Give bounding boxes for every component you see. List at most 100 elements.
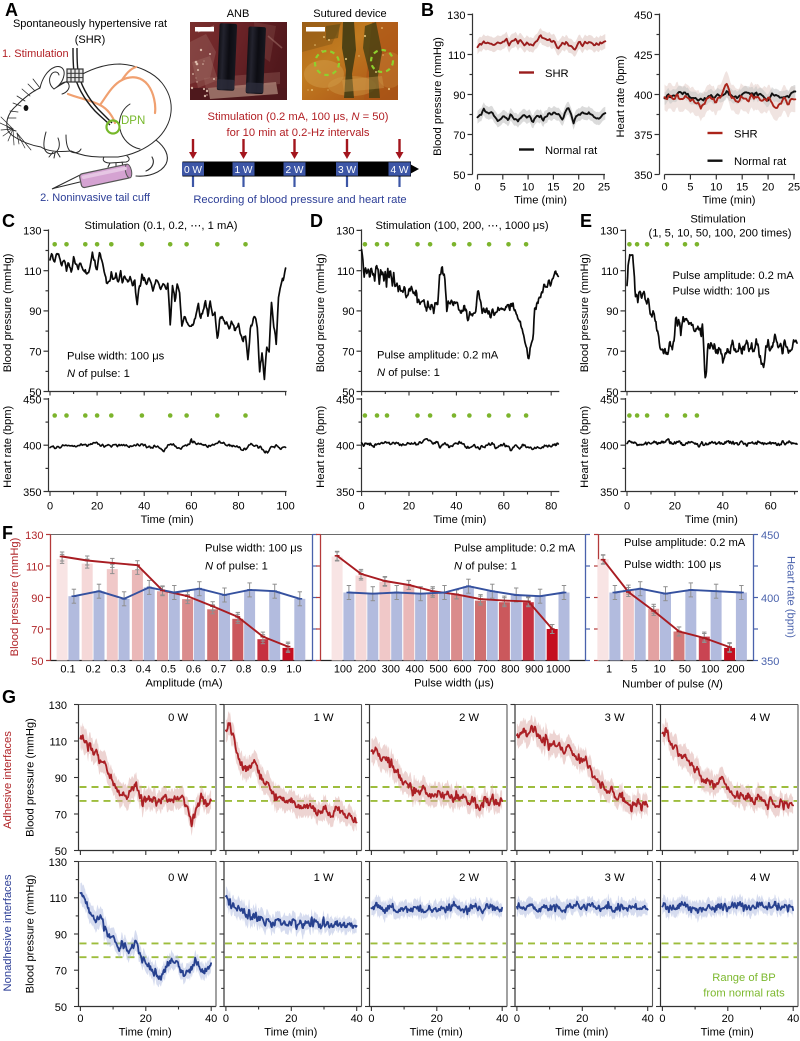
svg-text:0.7: 0.7 <box>211 664 226 676</box>
svg-text:5: 5 <box>687 182 693 194</box>
svg-text:1000: 1000 <box>546 664 570 676</box>
svg-text:40: 40 <box>496 1013 508 1025</box>
svg-text:3 W: 3 W <box>338 165 356 176</box>
svg-text:425: 425 <box>634 50 652 62</box>
svg-text:Time (min): Time (min) <box>119 1027 172 1039</box>
svg-text:100: 100 <box>334 664 352 676</box>
svg-text:0: 0 <box>359 501 365 513</box>
svg-text:Pulse width: 100 μs: Pulse width: 100 μs <box>205 543 303 555</box>
svg-text:90: 90 <box>453 90 465 102</box>
svg-text:350: 350 <box>761 656 779 668</box>
svg-text:Blood pressure (mmHg): Blood pressure (mmHg) <box>25 874 37 993</box>
svg-text:350: 350 <box>634 170 652 182</box>
svg-text:Pulse width: 100 μs: Pulse width: 100 μs <box>673 286 771 298</box>
svg-text:0: 0 <box>368 1013 374 1025</box>
svg-text:DPN: DPN <box>121 115 145 127</box>
svg-text:Recording of blood pressure an: Recording of blood pressure and heart ra… <box>193 194 406 206</box>
svg-text:20: 20 <box>140 1013 152 1025</box>
svg-text:Blood pressure (mmHg): Blood pressure (mmHg) <box>25 718 37 837</box>
svg-text:400: 400 <box>761 593 779 605</box>
svg-text:450: 450 <box>336 394 354 406</box>
svg-text:Range of BP: Range of BP <box>712 972 775 984</box>
svg-text:ANB: ANB <box>227 8 250 20</box>
svg-text:130: 130 <box>49 700 67 712</box>
svg-text:(SHR): (SHR) <box>75 34 106 46</box>
svg-text:Pulse amplitude: 0.2 mA: Pulse amplitude: 0.2 mA <box>377 350 499 362</box>
svg-text:50: 50 <box>29 387 41 399</box>
svg-text:90: 90 <box>606 306 618 318</box>
svg-text:800: 800 <box>501 664 519 676</box>
svg-text:350: 350 <box>23 487 41 499</box>
svg-text:130: 130 <box>336 226 354 238</box>
svg-text:1. Stimulation: 1. Stimulation <box>2 48 69 60</box>
svg-text:(1, 5, 10, 50, 100, 200 times): (1, 5, 10, 50, 100, 200 times) <box>648 228 791 240</box>
svg-text:50: 50 <box>679 664 691 676</box>
svg-text:50: 50 <box>55 1002 67 1014</box>
svg-text:90: 90 <box>55 929 67 941</box>
svg-text:50: 50 <box>606 387 618 399</box>
svg-text:600: 600 <box>453 664 471 676</box>
svg-text:70: 70 <box>342 347 354 359</box>
svg-text:1 W: 1 W <box>314 872 334 884</box>
svg-text:Blood pressure (mmHg): Blood pressure (mmHg) <box>579 253 591 372</box>
svg-text:40: 40 <box>717 501 729 513</box>
svg-text:0: 0 <box>659 1013 665 1025</box>
svg-text:130: 130 <box>447 10 465 22</box>
svg-text:20: 20 <box>431 1013 443 1025</box>
svg-text:60: 60 <box>498 501 510 513</box>
svg-text:Heart rate (bpm): Heart rate (bpm) <box>2 405 14 487</box>
svg-text:N of pulse: 1: N of pulse: 1 <box>205 561 268 573</box>
svg-text:Heart rate (bpm): Heart rate (bpm) <box>315 405 327 487</box>
svg-text:Stimulation: Stimulation <box>690 214 745 226</box>
svg-text:A: A <box>5 0 18 20</box>
svg-text:25: 25 <box>788 182 800 194</box>
svg-text:Time (min): Time (min) <box>702 195 755 207</box>
svg-text:40: 40 <box>450 501 462 513</box>
svg-text:4 W: 4 W <box>750 872 770 884</box>
svg-text:50: 50 <box>31 656 43 668</box>
svg-text:1 W: 1 W <box>234 165 252 176</box>
svg-text:0.3: 0.3 <box>111 664 126 676</box>
svg-text:E: E <box>580 211 592 231</box>
svg-text:450: 450 <box>761 530 779 542</box>
svg-text:110: 110 <box>601 266 619 278</box>
svg-text:0: 0 <box>624 501 630 513</box>
svg-text:Heart rate (bpm): Heart rate (bpm) <box>579 405 591 487</box>
svg-text:10: 10 <box>710 182 722 194</box>
svg-text:3 W: 3 W <box>605 872 625 884</box>
svg-text:40: 40 <box>138 501 150 513</box>
svg-text:200: 200 <box>358 664 376 676</box>
svg-text:90: 90 <box>55 773 67 785</box>
svg-text:G: G <box>2 687 16 707</box>
svg-text:Time (min): Time (min) <box>701 1027 754 1039</box>
svg-text:Time (min): Time (min) <box>514 195 567 207</box>
svg-text:0.5: 0.5 <box>161 664 176 676</box>
svg-text:Nonadhesive interfaces: Nonadhesive interfaces <box>2 874 14 991</box>
svg-text:Amplitude (mA): Amplitude (mA) <box>145 678 222 690</box>
svg-text:200: 200 <box>726 664 744 676</box>
svg-text:0: 0 <box>77 1013 83 1025</box>
svg-text:10: 10 <box>653 664 665 676</box>
svg-text:Time (min): Time (min) <box>264 1027 317 1039</box>
svg-text:15: 15 <box>736 182 748 194</box>
svg-text:Pulse amplitude: 0.2 mA: Pulse amplitude: 0.2 mA <box>454 543 576 555</box>
svg-text:20: 20 <box>403 501 415 513</box>
svg-text:80: 80 <box>232 501 244 513</box>
svg-text:0: 0 <box>474 182 480 194</box>
svg-text:50: 50 <box>342 387 354 399</box>
svg-text:Heart rate (bpm): Heart rate (bpm) <box>785 556 797 638</box>
svg-text:400: 400 <box>406 664 424 676</box>
svg-text:F: F <box>2 523 13 543</box>
svg-text:350: 350 <box>336 487 354 499</box>
svg-text:0 W: 0 W <box>184 165 202 176</box>
svg-text:Pulse width (μs): Pulse width (μs) <box>414 678 494 690</box>
svg-text:0.6: 0.6 <box>186 664 201 676</box>
svg-text:3 W: 3 W <box>605 712 625 724</box>
svg-text:110: 110 <box>24 266 42 278</box>
svg-text:375: 375 <box>634 130 652 142</box>
svg-text:60: 60 <box>185 501 197 513</box>
svg-text:Blood pressure (mmHg): Blood pressure (mmHg) <box>2 253 14 372</box>
svg-text:Heart rate (bpm): Heart rate (bpm) <box>615 55 627 137</box>
svg-text:900: 900 <box>525 664 543 676</box>
svg-text:110: 110 <box>448 50 466 62</box>
